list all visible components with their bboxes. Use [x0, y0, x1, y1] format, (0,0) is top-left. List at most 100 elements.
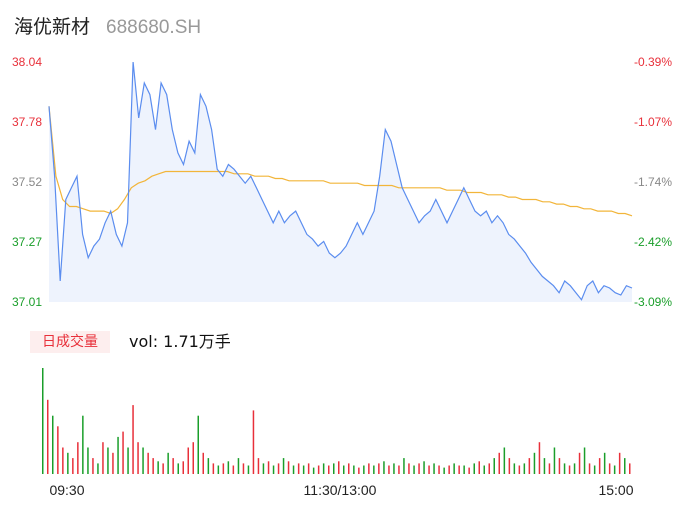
- y-tick-right: -3.09%: [634, 295, 672, 309]
- volume-bar: [413, 465, 415, 474]
- volume-bar: [107, 447, 109, 474]
- volume-bar: [538, 442, 541, 474]
- volume-bar: [187, 447, 189, 474]
- volume-bar: [618, 452, 621, 474]
- volume-bar: [122, 431, 124, 474]
- volume-bar: [167, 452, 169, 474]
- volume-bar: [242, 463, 245, 474]
- volume-bar: [573, 463, 576, 474]
- volume-bar: [388, 465, 390, 474]
- volume-bar: [62, 447, 64, 474]
- volume-bar: [147, 452, 149, 474]
- volume-bar: [438, 465, 440, 474]
- y-tick-left: 37.52: [12, 175, 42, 189]
- volume-bar: [192, 442, 194, 474]
- volume-bar: [463, 465, 465, 474]
- volume-bar: [513, 463, 516, 474]
- volume-bar: [262, 463, 265, 474]
- volume-bar: [418, 463, 420, 474]
- volume-bar: [282, 458, 285, 474]
- y-axis-right-ticks: -0.39% -1.07% -1.74% -2.42% -3.09%: [634, 55, 672, 309]
- volume-bar: [383, 461, 385, 474]
- volume-bar: [353, 465, 355, 474]
- volume-bar: [302, 465, 305, 474]
- volume-bar: [423, 461, 425, 474]
- y-tick-left: 37.78: [12, 115, 42, 129]
- volume-bar: [152, 458, 154, 474]
- volume-bar: [373, 465, 375, 474]
- volume-bar: [57, 426, 59, 474]
- volume-bar: [433, 463, 435, 474]
- volume-bar: [483, 465, 485, 474]
- volume-bar: [182, 461, 184, 474]
- volume-bar: [558, 458, 561, 474]
- x-tick: 09:30: [49, 482, 84, 498]
- stock-code: 688680.SH: [106, 17, 202, 38]
- volume-bar: [403, 458, 405, 474]
- volume-bar: [328, 465, 330, 474]
- volume-bar: [232, 465, 235, 474]
- stock-name: 海优新材: [14, 16, 91, 38]
- volume-bar: [508, 458, 511, 474]
- volume-bar: [127, 447, 129, 474]
- volume-bar: [267, 461, 270, 474]
- volume-bar: [42, 368, 44, 474]
- volume-bar: [82, 415, 84, 474]
- volume-bar: [92, 458, 94, 474]
- volume-bar: [593, 465, 596, 474]
- volume-bar: [217, 465, 220, 474]
- y-tick-right: -0.39%: [634, 55, 672, 69]
- volume-bar: [548, 463, 551, 474]
- volume-bar: [408, 463, 410, 474]
- volume-bar: [398, 465, 400, 474]
- volume-bar: [518, 465, 521, 474]
- volume-bar: [608, 463, 611, 474]
- stock-header: 海优新材 688680.SH: [14, 12, 201, 40]
- volume-bar: [202, 452, 204, 474]
- volume-bar: [598, 458, 601, 474]
- volume-bar: [468, 467, 470, 474]
- volume-bar: [578, 452, 581, 474]
- volume-bar: [52, 415, 54, 474]
- volume-bar: [277, 463, 280, 474]
- volume-bar: [338, 461, 340, 474]
- volume-bar: [272, 465, 275, 474]
- volume-bar: [473, 463, 475, 474]
- volume-bar: [493, 458, 495, 474]
- x-tick: 11:30/13:00: [304, 482, 377, 498]
- volume-bar: [162, 463, 164, 474]
- volume-bar: [583, 447, 586, 474]
- volume-bar: [212, 463, 215, 474]
- volume-bar: [197, 415, 199, 474]
- volume-bar: [222, 463, 225, 474]
- volume-bar: [87, 447, 89, 474]
- volume-bar: [498, 452, 500, 474]
- y-tick-left: 37.27: [12, 235, 42, 249]
- volume-bar: [378, 463, 380, 474]
- volume-bar: [443, 467, 445, 474]
- x-tick: 15:00: [598, 482, 633, 498]
- volume-bar: [142, 447, 144, 474]
- volume-bar: [488, 463, 490, 474]
- volume-bar: [629, 463, 631, 474]
- volume-bar: [448, 465, 450, 474]
- price-line: [48, 61, 633, 301]
- volume-bar: [603, 452, 606, 474]
- volume-bar: [533, 452, 536, 474]
- y-tick-right: -1.07%: [634, 115, 672, 129]
- volume-bar: [528, 458, 531, 474]
- volume-bar: [523, 463, 526, 474]
- volume-bar: [97, 463, 99, 474]
- volume-tab[interactable]: 日成交量: [30, 331, 110, 353]
- y-tick-left: 38.04: [12, 55, 42, 69]
- volume-bar: [363, 465, 365, 474]
- volume-bar: [624, 458, 626, 474]
- volume-bar: [287, 461, 290, 474]
- volume-bar: [503, 447, 506, 474]
- volume-bar: [343, 465, 345, 474]
- volume-bar: [553, 447, 556, 474]
- volume-bar: [478, 461, 480, 474]
- volume-bar: [312, 467, 315, 474]
- x-axis-ticks: 09:30 11:30/13:00 15:00: [49, 482, 633, 498]
